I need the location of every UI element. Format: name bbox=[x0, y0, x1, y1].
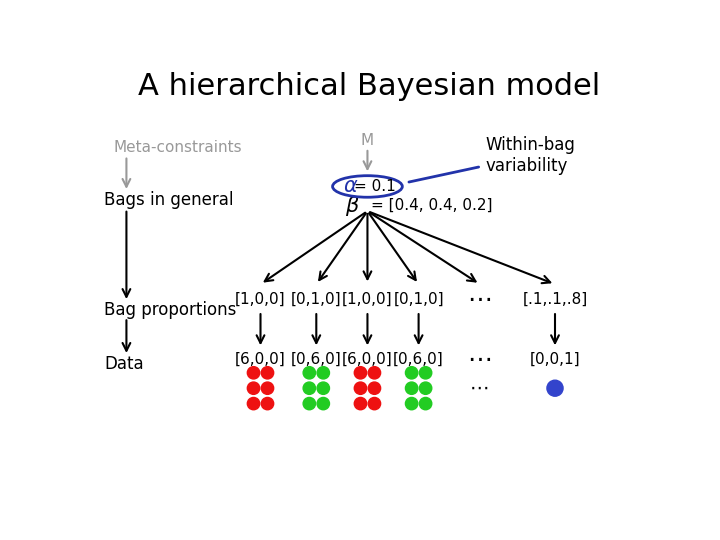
Circle shape bbox=[261, 367, 274, 379]
Circle shape bbox=[303, 382, 315, 394]
Circle shape bbox=[419, 367, 432, 379]
Circle shape bbox=[317, 397, 330, 410]
Circle shape bbox=[303, 367, 315, 379]
Circle shape bbox=[303, 397, 315, 410]
Text: [0,1,0]: [0,1,0] bbox=[291, 292, 341, 307]
Text: [0,6,0]: [0,6,0] bbox=[291, 352, 342, 367]
Circle shape bbox=[354, 367, 366, 379]
Text: $\beta$: $\beta$ bbox=[345, 194, 359, 218]
Circle shape bbox=[248, 397, 260, 410]
Text: = 0.1: = 0.1 bbox=[354, 179, 396, 194]
Text: ⋯: ⋯ bbox=[467, 348, 492, 372]
Circle shape bbox=[261, 397, 274, 410]
Circle shape bbox=[354, 397, 366, 410]
Circle shape bbox=[354, 382, 366, 394]
Text: A hierarchical Bayesian model: A hierarchical Bayesian model bbox=[138, 72, 600, 101]
Text: [.1,.1,.8]: [.1,.1,.8] bbox=[523, 292, 588, 307]
Circle shape bbox=[248, 367, 260, 379]
Text: [0,6,0]: [0,6,0] bbox=[393, 352, 444, 367]
Circle shape bbox=[368, 397, 381, 410]
Circle shape bbox=[547, 380, 563, 396]
Circle shape bbox=[405, 397, 418, 410]
Text: Bag proportions: Bag proportions bbox=[104, 301, 236, 319]
Circle shape bbox=[368, 382, 381, 394]
Text: [0,1,0]: [0,1,0] bbox=[393, 292, 444, 307]
Circle shape bbox=[405, 367, 418, 379]
Text: Data: Data bbox=[104, 355, 143, 373]
Circle shape bbox=[317, 367, 330, 379]
Circle shape bbox=[248, 382, 260, 394]
Text: [0,0,1]: [0,0,1] bbox=[530, 352, 580, 367]
Text: [6,0,0]: [6,0,0] bbox=[342, 352, 393, 367]
Text: $\alpha$: $\alpha$ bbox=[343, 177, 358, 197]
Text: Within-bag
variability: Within-bag variability bbox=[485, 136, 575, 175]
Text: ⋯: ⋯ bbox=[467, 288, 492, 312]
Text: = [0.4, 0.4, 0.2]: = [0.4, 0.4, 0.2] bbox=[371, 198, 492, 213]
Circle shape bbox=[419, 382, 432, 394]
Circle shape bbox=[261, 382, 274, 394]
Circle shape bbox=[405, 382, 418, 394]
Text: M: M bbox=[361, 133, 374, 148]
Text: [1,0,0]: [1,0,0] bbox=[342, 292, 393, 307]
Text: Meta-constraints: Meta-constraints bbox=[113, 140, 242, 156]
Text: Bags in general: Bags in general bbox=[104, 191, 233, 208]
Text: [6,0,0]: [6,0,0] bbox=[235, 352, 286, 367]
Circle shape bbox=[368, 367, 381, 379]
Circle shape bbox=[317, 382, 330, 394]
Circle shape bbox=[419, 397, 432, 410]
Text: [1,0,0]: [1,0,0] bbox=[235, 292, 286, 307]
Text: ⋯: ⋯ bbox=[470, 379, 490, 397]
Ellipse shape bbox=[333, 176, 402, 197]
